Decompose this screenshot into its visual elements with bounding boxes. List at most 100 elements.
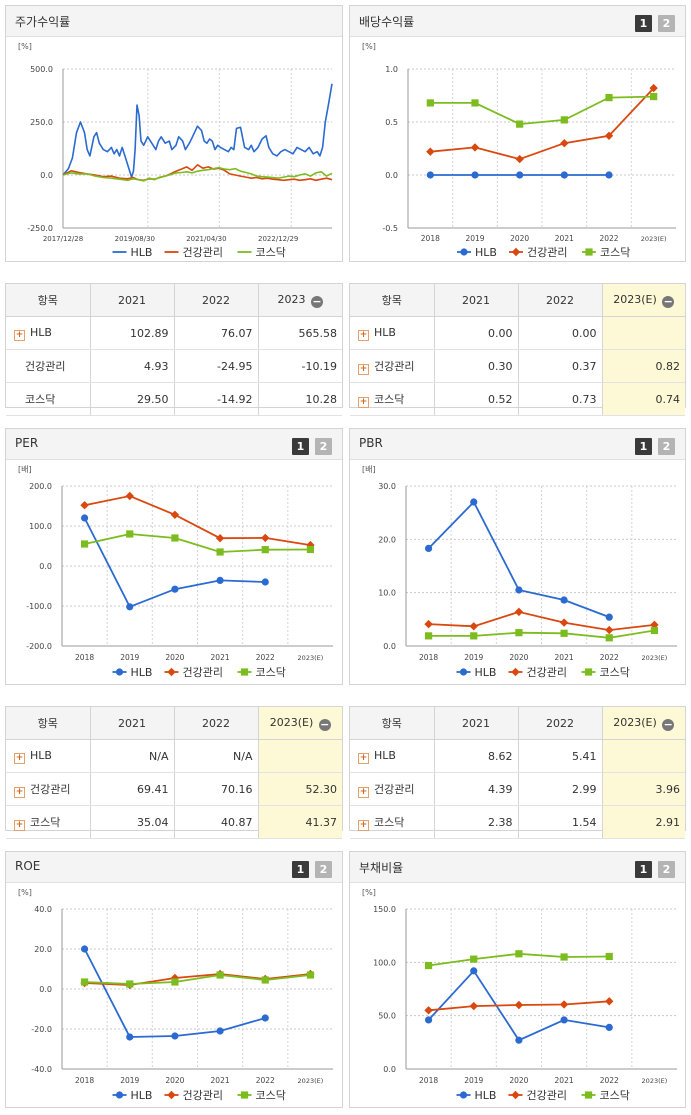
unit-label: [%]: [18, 888, 32, 897]
panel-title: ROE: [15, 859, 41, 873]
row-label: HLB: [30, 325, 52, 339]
view-1-button[interactable]: 1: [635, 861, 652, 878]
row-label: HLB: [374, 325, 396, 339]
expand-icon[interactable]: +: [358, 363, 369, 375]
series-line: [84, 495, 311, 546]
data-point: [126, 603, 134, 611]
table-row: + 코스닥 0.52 0.73 0.74: [350, 382, 685, 416]
table-row: + HLB N/A N/A: [6, 739, 342, 773]
collapse-icon[interactable]: −: [662, 294, 675, 308]
legend-marker: [240, 668, 249, 676]
row-label: 건강관리: [25, 360, 66, 373]
column-header: 2022: [518, 284, 603, 317]
table-cell: 0.30: [434, 349, 519, 383]
data-point: [515, 154, 524, 164]
series-line: [430, 95, 654, 126]
data-point: [604, 131, 614, 140]
table-row: + HLB 0.00 0.00: [350, 316, 685, 350]
legend-marker: [511, 1090, 520, 1100]
view-2-button[interactable]: 2: [658, 438, 675, 455]
table-cell: [602, 316, 685, 350]
table-cell: 4.93: [90, 349, 175, 383]
y-tick-label: -40.0: [31, 1065, 52, 1074]
table-cell: 40.87: [174, 805, 259, 839]
table-cell: 5.41: [518, 739, 603, 773]
legend-label: 건강관리: [183, 246, 223, 259]
view-2-button[interactable]: 2: [658, 15, 675, 32]
data-point: [605, 613, 613, 621]
data-point: [560, 1016, 568, 1024]
column-header: 항목: [350, 707, 435, 740]
expand-icon[interactable]: +: [14, 329, 25, 341]
dividend-table-panel: 항목 2021 2022 2023(E) − + HLB 0.00 0.00 + 건강관리 0.30…: [349, 283, 686, 416]
column-header: 항목: [6, 284, 91, 317]
expand-icon[interactable]: +: [358, 752, 369, 764]
y-tick-label: 150.0: [373, 905, 396, 914]
data-point: [171, 978, 179, 986]
data-point: [605, 634, 613, 642]
row-label: 코스닥: [374, 815, 405, 829]
row-label: 코스닥: [30, 815, 61, 829]
legend-label: HLB: [131, 666, 153, 679]
table-cell: [258, 739, 342, 773]
row-label: 건강관리: [374, 782, 415, 796]
x-tick-label: 2019: [120, 653, 139, 662]
expand-icon[interactable]: +: [358, 329, 369, 341]
series-HLB: [424, 498, 613, 621]
data-point: [605, 997, 614, 1006]
legend-label: HLB: [131, 1089, 153, 1102]
expand-icon[interactable]: +: [14, 786, 25, 798]
view-1-button[interactable]: 1: [635, 438, 652, 455]
series-코스닥: [424, 626, 659, 642]
legend: HLB 건강관리 코스닥: [457, 246, 630, 259]
view-2-button[interactable]: 2: [315, 861, 332, 878]
view-1-button[interactable]: 1: [292, 861, 309, 878]
panel-title: 부채비율: [359, 861, 404, 875]
data-point: [560, 596, 568, 604]
data-point: [426, 99, 434, 107]
row-label: 건강관리: [374, 359, 415, 373]
y-tick-label: 0.0: [39, 985, 52, 994]
x-tick-label: 2021: [555, 1076, 574, 1085]
unit-label: [배]: [362, 465, 376, 474]
data-point: [426, 147, 435, 156]
expand-icon[interactable]: +: [14, 752, 25, 764]
legend-marker: [240, 1091, 249, 1099]
series-line-코스닥: [62, 166, 333, 182]
table-cell: 70.16: [174, 772, 259, 806]
data-point: [126, 980, 134, 988]
view-2-button[interactable]: 2: [315, 438, 332, 455]
view-1-button[interactable]: 1: [635, 15, 652, 32]
table-cell: 10.28: [258, 382, 342, 416]
view-1-button[interactable]: 1: [292, 438, 309, 455]
table-cell: [602, 739, 685, 773]
data-point: [605, 94, 613, 102]
y-tick-label: 0.5: [385, 118, 398, 127]
table-row: 건강관리 4.93 -24.95 -10.19: [6, 349, 342, 383]
data-point: [514, 607, 524, 617]
x-tick-label: 2021: [555, 234, 574, 243]
row-label: 건강관리: [30, 782, 71, 796]
expand-icon[interactable]: +: [358, 819, 369, 831]
unit-label: [배]: [18, 465, 32, 474]
series-코스닥: [80, 530, 315, 556]
column-header: 항목: [350, 284, 435, 317]
view-2-button[interactable]: 2: [658, 861, 675, 878]
data-point: [171, 585, 179, 593]
column-header: 2023 −: [258, 284, 342, 317]
expand-icon[interactable]: +: [358, 396, 369, 408]
y-tick-label: 100.0: [29, 522, 52, 531]
legend-label: 코스닥: [600, 1089, 630, 1102]
series-line: [428, 610, 655, 632]
collapse-icon[interactable]: −: [318, 717, 331, 731]
expand-icon[interactable]: +: [358, 786, 369, 798]
x-tick-label: 2018: [421, 234, 440, 243]
legend-label: HLB: [475, 666, 497, 679]
expand-icon[interactable]: +: [14, 819, 25, 831]
dividend-yield-chart: [%] 1.0 0.5 0.0 -0.5 2018 2019 2020 2021 2022 2023…: [362, 42, 676, 259]
collapse-icon[interactable]: −: [311, 294, 323, 308]
collapse-icon[interactable]: −: [662, 717, 675, 731]
table-cell: -24.95: [174, 349, 259, 383]
table-cell: N/A: [90, 739, 175, 773]
table-cell: 4.39: [434, 772, 519, 806]
